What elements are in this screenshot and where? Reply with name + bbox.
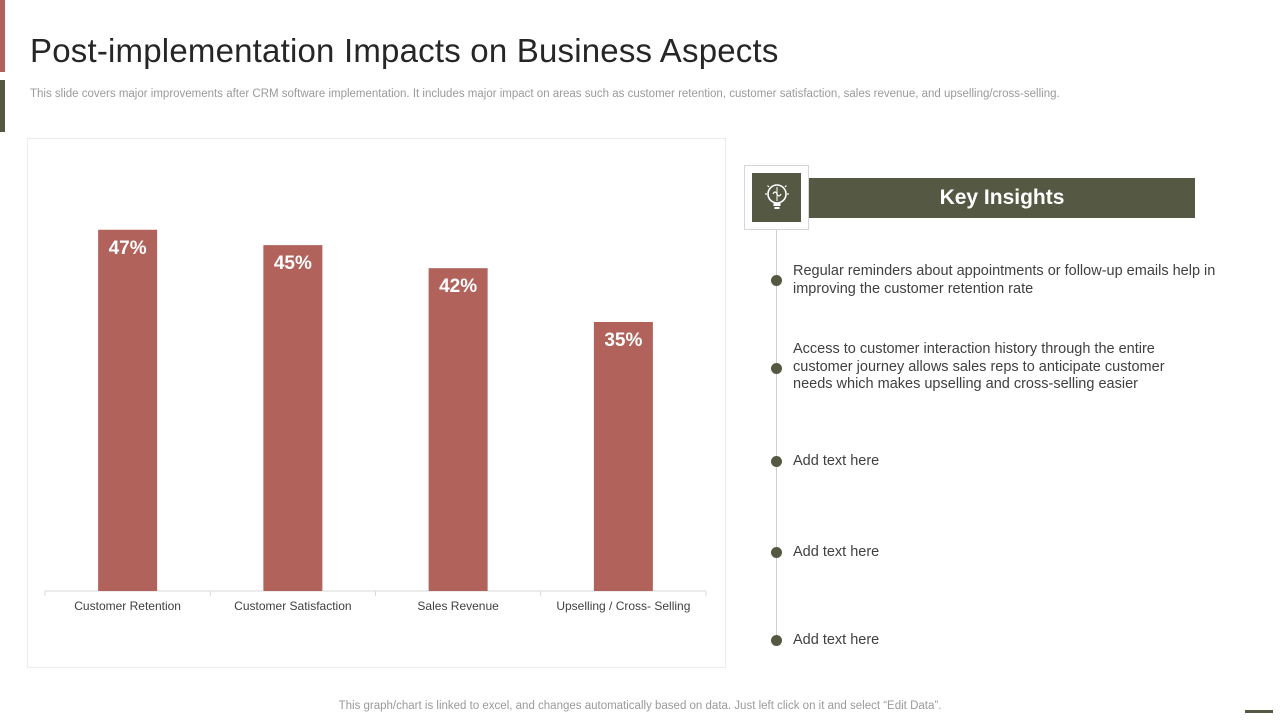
insight-bullet-icon — [771, 547, 782, 558]
page-subtitle: This slide covers major improvements aft… — [30, 88, 1060, 100]
insight-text[interactable]: Add text here — [793, 544, 880, 560]
insights-timeline-line — [776, 230, 777, 645]
insight-bullet-icon — [771, 456, 782, 467]
bar-value-label: 45% — [274, 253, 312, 274]
key-insights-header: Key Insights — [809, 178, 1195, 218]
insights-icon-frame — [744, 165, 809, 230]
footer-note: This graph/chart is linked to excel, and… — [338, 700, 942, 712]
insight-text[interactable]: Add text here — [793, 632, 880, 648]
x-axis-category-label: Customer Satisfaction — [234, 599, 351, 613]
bar-chart-panel[interactable]: 47% Customer Retention 45% Customer Satisfa… — [27, 138, 726, 668]
chart-bar[interactable] — [263, 245, 323, 591]
bar-chart[interactable]: 47% Customer Retention 45% Customer Satisfa… — [28, 139, 727, 669]
insight-text[interactable]: Access to customer interaction history t… — [793, 341, 1165, 392]
footer-accent-bar — [1245, 710, 1273, 713]
x-axis-category-label: Upselling / Cross- Selling — [556, 599, 690, 613]
bar-value-label: 42% — [439, 276, 477, 297]
bar-value-label: 35% — [604, 330, 642, 351]
insight-bullet-icon — [771, 635, 782, 646]
chart-bar[interactable] — [428, 268, 488, 591]
insight-text[interactable]: Add text here — [793, 453, 880, 469]
insight-bullet-icon — [771, 363, 782, 374]
bar-value-label: 47% — [109, 238, 147, 259]
accent-bar-top — [0, 0, 5, 72]
page-title: Post-implementation Impacts on Business … — [30, 32, 779, 69]
lightbulb-brain-icon — [764, 183, 789, 209]
insight-text[interactable]: Regular reminders about appointments or … — [793, 263, 1216, 297]
chart-bar[interactable] — [98, 229, 158, 591]
insights-icon-background — [752, 173, 801, 222]
x-axis-category-label: Sales Revenue — [417, 599, 499, 613]
accent-bar-bottom — [0, 80, 5, 132]
insight-bullet-icon — [771, 275, 782, 286]
chart-bar[interactable] — [593, 321, 653, 591]
x-axis-category-label: Customer Retention — [74, 599, 181, 613]
